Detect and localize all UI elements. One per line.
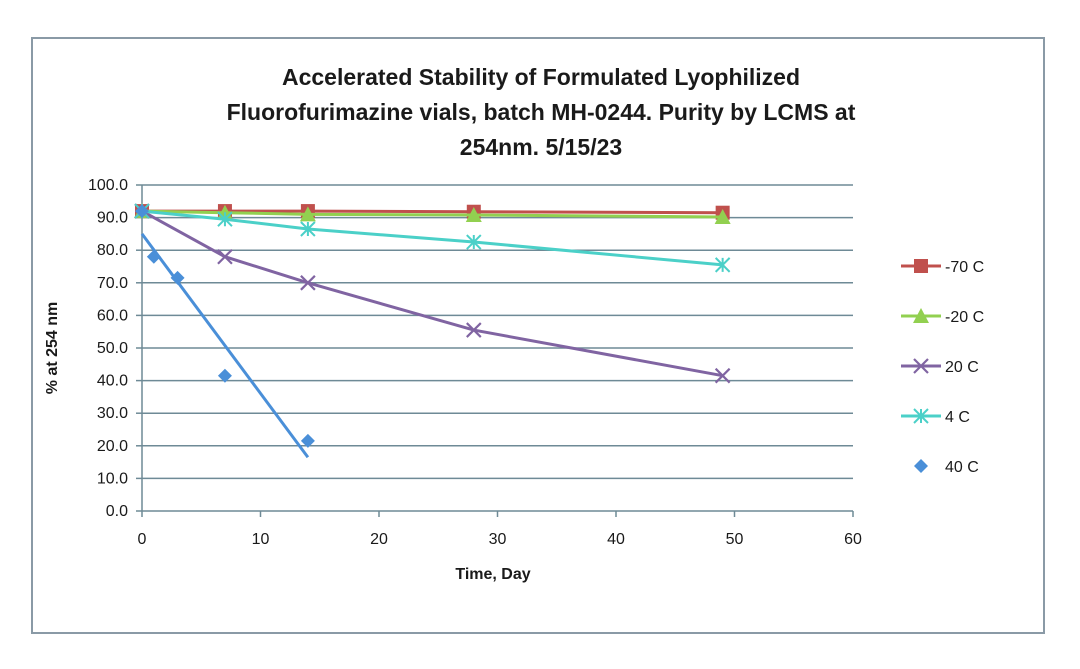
data-point <box>714 367 731 384</box>
data-point <box>217 368 232 383</box>
axes <box>136 184 854 517</box>
x-tick-label: 30 <box>489 531 507 548</box>
legend-marker <box>914 259 928 273</box>
legend-item: -70 C <box>901 259 984 276</box>
x-tick-label: 10 <box>252 531 270 548</box>
data-point <box>300 433 315 448</box>
series-40-c <box>135 204 315 459</box>
legend-item: 40 C <box>914 459 979 476</box>
y-tick-label: 0.0 <box>106 503 128 520</box>
data-point <box>714 208 731 224</box>
legend-marker <box>914 459 928 473</box>
chart-title-line-2: Fluorofurimazine vials, batch MH-0244. P… <box>227 99 856 125</box>
x-axis-title: Time, Day <box>455 566 530 583</box>
data-point <box>217 248 233 265</box>
legend: -70 C -20 C 20 C 4 C 40 C <box>901 259 984 476</box>
y-tick-label: 50.0 <box>97 340 128 357</box>
data-point <box>300 275 316 291</box>
legend-label: -70 C <box>945 259 984 276</box>
data-point <box>135 204 149 219</box>
series-20-c <box>134 203 731 384</box>
y-tick-label: 60.0 <box>97 307 128 324</box>
chart-frame: Accelerated Stability of Formulated Lyop… <box>31 37 1045 634</box>
data-point <box>299 206 316 222</box>
data-point <box>466 322 482 338</box>
y-tick-labels: 0.0 10.0 20.0 30.0 40.0 50.0 60.0 70.0 80.0 90.0 1… <box>88 177 128 520</box>
legend-marker <box>913 408 929 424</box>
y-tick-label: 20.0 <box>97 438 128 455</box>
legend-item: 4 C <box>901 408 970 426</box>
y-tick-label: 70.0 <box>97 275 128 292</box>
y-tick-label: 100.0 <box>88 177 128 194</box>
data-point <box>217 211 233 227</box>
y-axis-title: % at 254 nm <box>44 302 61 394</box>
y-tick-label: 40.0 <box>97 373 128 390</box>
y-tick-label: 90.0 <box>97 210 128 227</box>
data-point <box>465 206 482 222</box>
chart-title-line-1: Accelerated Stability of Formulated Lyop… <box>282 64 800 90</box>
legend-label: -20 C <box>945 309 984 326</box>
chart-svg: Accelerated Stability of Formulated Lyop… <box>44 64 984 583</box>
trendline <box>140 233 310 459</box>
legend-label: 20 C <box>945 359 979 376</box>
data-point <box>300 221 316 237</box>
x-tick-label: 40 <box>607 531 625 548</box>
data-point <box>146 249 161 264</box>
legend-label: 40 C <box>945 459 979 476</box>
data-point <box>466 234 482 250</box>
x-tick-labels: 0 10 20 30 40 50 60 <box>138 531 862 548</box>
gridlines <box>142 184 853 480</box>
data-point <box>714 257 731 273</box>
legend-marker <box>913 308 929 323</box>
y-tick-label: 10.0 <box>97 470 128 487</box>
x-tick-label: 0 <box>138 531 147 548</box>
chart-title-line-3: 254nm. 5/15/23 <box>460 134 622 160</box>
chart-title: Accelerated Stability of Formulated Lyop… <box>227 64 856 160</box>
legend-label: 4 C <box>945 409 970 426</box>
x-tick-label: 20 <box>370 531 388 548</box>
y-tick-label: 80.0 <box>97 242 128 259</box>
legend-marker <box>913 358 929 374</box>
plot-series <box>134 203 731 459</box>
x-tick-label: 50 <box>726 531 744 548</box>
legend-item: 20 C <box>901 358 979 376</box>
data-point <box>170 270 185 285</box>
legend-item: -20 C <box>901 308 984 326</box>
y-tick-label: 30.0 <box>97 405 128 422</box>
x-tick-label: 60 <box>844 531 862 548</box>
